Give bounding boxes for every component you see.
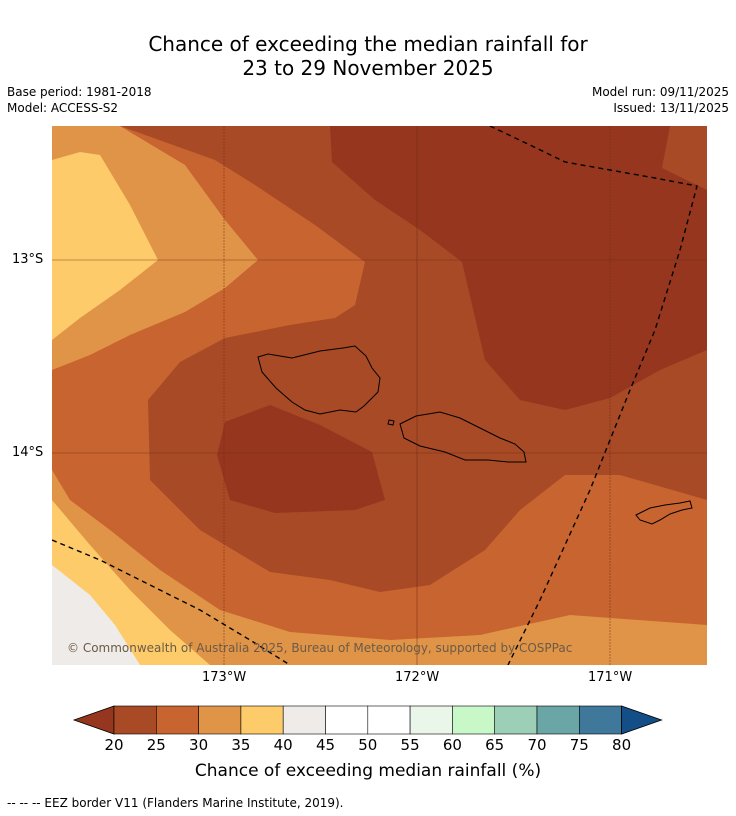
colorbar-tick-label: 45	[315, 736, 336, 754]
lat-label-13s: 13°S	[12, 252, 44, 267]
colorbar-over-arrow	[621, 705, 663, 735]
map-title-line1: Chance of exceeding the median rainfall …	[148, 32, 588, 56]
colorbar-cell	[325, 705, 369, 735]
colorbar-cell	[452, 705, 495, 735]
colorbar-cell	[578, 705, 622, 735]
lon-label-172w: 172°W	[395, 670, 440, 685]
graticule	[52, 126, 707, 665]
lat-label-14s: 14°S	[12, 445, 44, 460]
contour-band-40-45-south	[52, 565, 140, 665]
colorbar-cell	[367, 705, 411, 735]
savaii-island	[257, 345, 381, 415]
colorbar-cell	[494, 705, 538, 735]
colorbar-under-arrow	[72, 705, 115, 735]
colorbar-tick-label: 65	[485, 736, 505, 754]
eez-footnote: -- -- -- EEZ border V11 (Flanders Marine…	[7, 796, 344, 810]
colorbar-tick-label: 40	[273, 736, 293, 754]
colorbar-tick-label: 20	[104, 736, 124, 754]
colorbar-tick-label: 80	[612, 736, 632, 754]
colorbar-cell	[409, 705, 453, 735]
lon-label-171w: 171°W	[588, 670, 633, 685]
colorbar-tick-label: 60	[442, 736, 462, 754]
eez-border-east	[489, 126, 698, 665]
model-name: Model: ACCESS-S2	[7, 101, 119, 115]
upolu-island	[399, 411, 527, 463]
model-run: Model run: 09/11/2025	[591, 85, 729, 99]
colorbar	[72, 705, 663, 735]
colorbar-tick-label: 75	[569, 736, 589, 754]
contour-band-below-20-core	[217, 405, 385, 513]
contour-band-35-40-north	[52, 152, 158, 340]
colorbar-tick-label: 25	[146, 736, 166, 754]
colorbar-tick-label: 70	[527, 736, 547, 754]
map-title-line2: 23 to 29 November 2025	[242, 56, 494, 80]
colorbar-cell	[240, 705, 284, 735]
base-period: Base period: 1981-2018	[7, 85, 152, 99]
manono-island	[387, 419, 395, 426]
contour-band-30-35-south	[52, 470, 707, 665]
colorbar-cell	[282, 705, 326, 735]
colorbar-tick-label: 35	[231, 736, 251, 754]
colorbar-cell	[198, 705, 242, 735]
lon-label-173w: 173°W	[202, 670, 247, 685]
colorbar-tick-label: 55	[400, 736, 420, 754]
colorbar-label: Chance of exceeding median rainfall (%)	[194, 761, 542, 781]
colorbar-cell	[156, 705, 199, 735]
colorbar-tick-label: 30	[189, 736, 209, 754]
tutuila-island	[635, 500, 693, 525]
colorbar-cell	[113, 705, 157, 735]
issued-date: Issued: 13/11/2025	[613, 101, 729, 115]
colorbar-cell	[536, 705, 580, 735]
copyright-notice: © Commonwealth of Australia 2025, Bureau…	[67, 641, 573, 655]
colorbar-tick-label: 50	[358, 736, 378, 754]
eez-border-southwest	[52, 539, 291, 665]
map-panel	[52, 126, 707, 665]
map-svg	[52, 126, 707, 665]
contour-band-below-20-northeast	[330, 126, 707, 410]
